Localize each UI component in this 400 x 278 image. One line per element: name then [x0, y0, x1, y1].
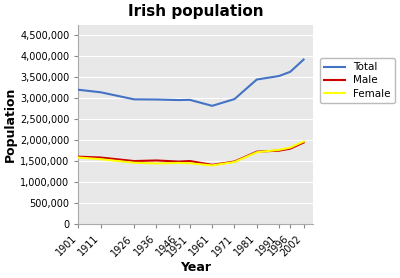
Total	[288, 70, 293, 73]
Total	[188, 98, 192, 101]
Female	[277, 148, 282, 152]
Total	[301, 58, 306, 61]
Total	[210, 104, 214, 108]
Male	[232, 160, 237, 163]
Female	[301, 140, 306, 143]
Total	[132, 98, 136, 101]
Total	[176, 98, 181, 102]
Female	[232, 160, 237, 164]
Male	[76, 155, 81, 158]
Female	[188, 162, 192, 165]
Total	[76, 88, 81, 91]
Male	[288, 147, 293, 150]
Female	[176, 161, 181, 165]
X-axis label: Year: Year	[180, 261, 211, 274]
Female	[76, 156, 81, 159]
Female	[154, 162, 159, 165]
Total	[154, 98, 159, 101]
Male	[254, 150, 259, 153]
Male	[277, 149, 282, 152]
Total	[98, 91, 103, 94]
Male	[301, 141, 306, 144]
Male	[154, 159, 159, 162]
Legend: Total, Male, Female: Total, Male, Female	[320, 58, 395, 103]
Male	[188, 159, 192, 163]
Female	[98, 158, 103, 161]
Y-axis label: Population: Population	[4, 87, 17, 162]
Male	[210, 163, 214, 167]
Total	[254, 78, 259, 81]
Title: Irish population: Irish population	[128, 4, 263, 19]
Line: Total: Total	[78, 59, 304, 106]
Line: Female: Female	[78, 142, 304, 165]
Female	[210, 164, 214, 167]
Female	[132, 161, 136, 164]
Male	[176, 160, 181, 163]
Male	[98, 156, 103, 159]
Male	[132, 159, 136, 163]
Female	[288, 146, 293, 149]
Line: Male: Male	[78, 143, 304, 165]
Total	[232, 97, 237, 101]
Female	[254, 151, 259, 154]
Total	[277, 74, 282, 78]
